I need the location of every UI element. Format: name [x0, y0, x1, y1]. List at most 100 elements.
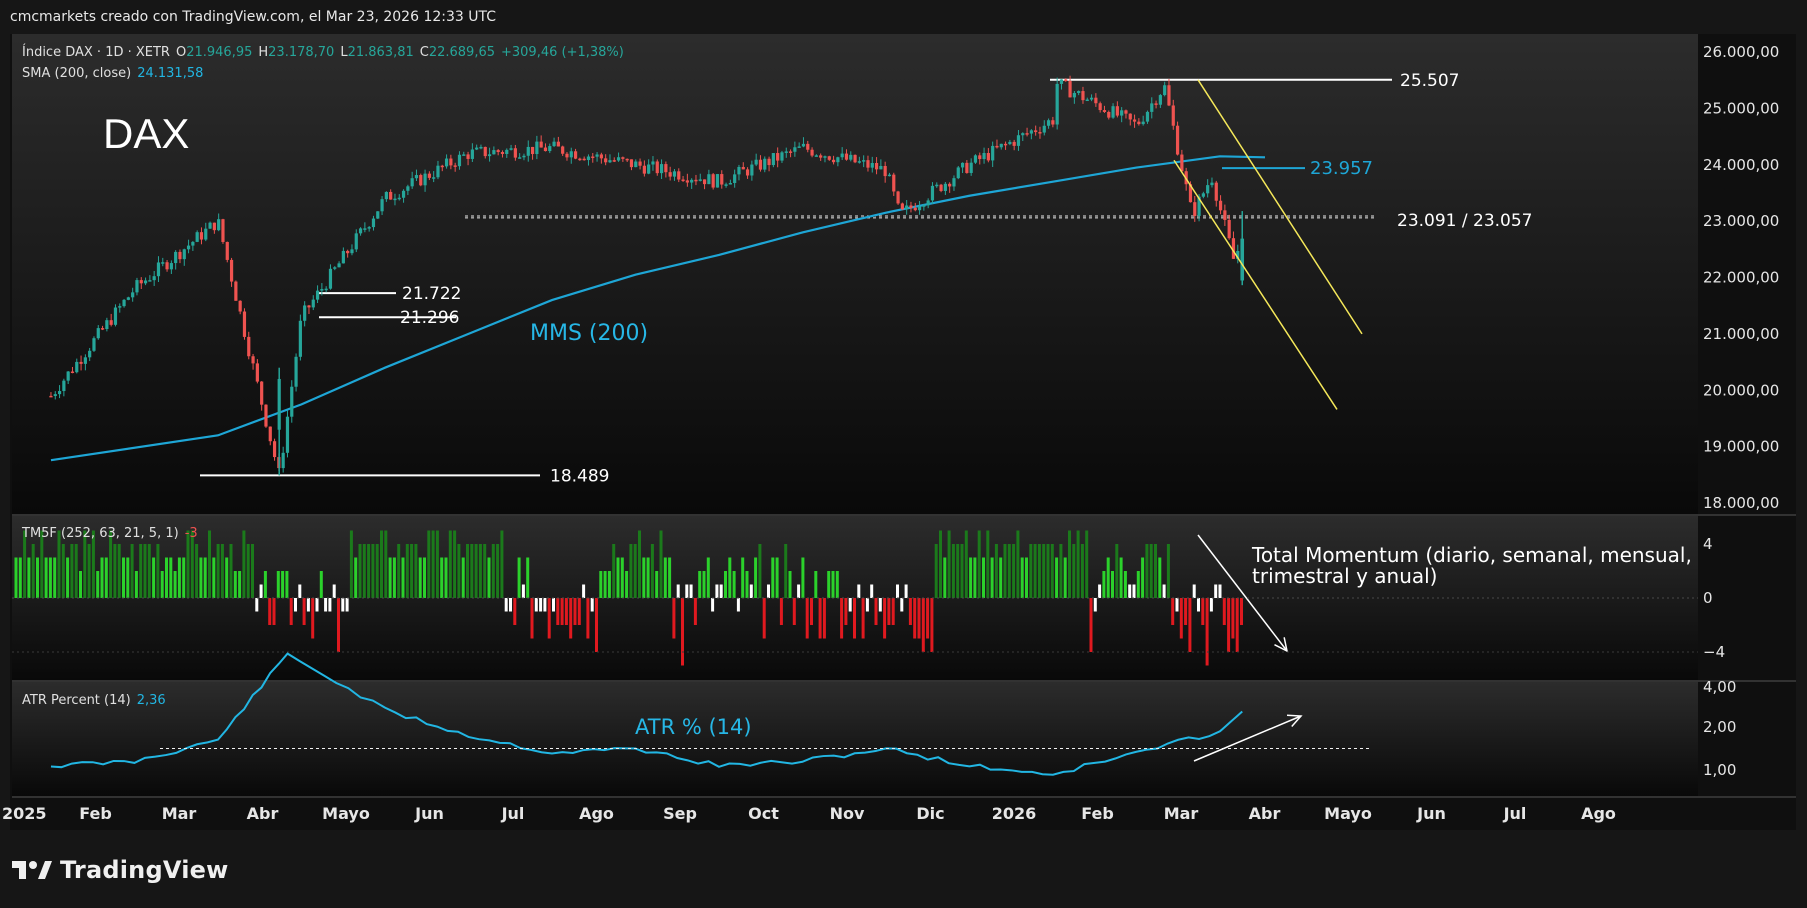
tm5f-legend: TM5F (252, 63, 21, 5, 1) -3: [21, 526, 198, 541]
candle-body: [1107, 111, 1111, 118]
tm5f-bar: [461, 557, 465, 598]
candle-body: [311, 299, 315, 308]
candle-body: [1188, 184, 1193, 203]
candle-body: [49, 395, 53, 398]
candle-body: [212, 222, 216, 231]
time-axis-tick: Mar: [1164, 804, 1199, 823]
candle-body: [702, 179, 707, 185]
candle-body: [728, 183, 732, 185]
tm5f-bar: [173, 571, 177, 598]
tm5f-bar: [1209, 598, 1213, 612]
candle-body: [199, 232, 204, 240]
tm5f-bar: [1227, 598, 1231, 652]
tm5f-bar: [384, 530, 388, 598]
tm5f-axis-tick: −4: [1703, 643, 1725, 661]
tm5f-bar: [934, 544, 938, 598]
candle-body: [242, 311, 247, 337]
tm5f-bar: [311, 598, 315, 639]
candle-body: [565, 153, 569, 158]
time-axis-tick: Jul: [1503, 804, 1527, 823]
tm5f-bar: [586, 598, 590, 639]
candle-body: [535, 141, 539, 155]
candle-body: [896, 191, 900, 204]
candle-body: [272, 441, 277, 458]
candle-body: [1180, 154, 1184, 172]
candle-body: [960, 162, 965, 168]
trend-upper-line: [1197, 79, 1363, 335]
candle-body: [1077, 91, 1081, 93]
tm5f-bar: [1007, 544, 1011, 598]
tm5f-bar: [1123, 571, 1127, 598]
atr-arrow: [1193, 715, 1302, 762]
time-axis-tick: Mayo: [1324, 804, 1372, 823]
candle-body: [849, 154, 853, 160]
candle-body: [1201, 193, 1205, 197]
candle-body: [457, 154, 462, 167]
candle-body: [88, 350, 92, 358]
candle-body: [169, 263, 173, 270]
tm5f-bar: [672, 598, 676, 639]
tm5f-bar: [169, 557, 173, 598]
tm5f-bar: [719, 584, 723, 598]
tm5f-bar: [1098, 584, 1102, 598]
candle-body: [917, 206, 922, 211]
candle-body: [1197, 196, 1201, 216]
time-axis-tick: Dic: [916, 804, 944, 823]
tm5f-bar: [629, 544, 633, 598]
tm5f-bar: [577, 598, 581, 625]
tm5f-bar: [242, 530, 246, 598]
tm5f-bar: [504, 598, 508, 612]
candle-body: [487, 154, 492, 157]
tm5f-bar: [319, 571, 323, 598]
candle-body: [905, 205, 909, 210]
tm5f-bar: [36, 557, 39, 598]
candle-body: [810, 149, 814, 156]
tm5f-bar: [564, 598, 568, 625]
candle-body: [393, 198, 397, 201]
candle-body: [397, 197, 401, 200]
tm5f-bar: [736, 598, 740, 612]
candle-body: [92, 338, 96, 351]
tm5f-bar: [539, 598, 543, 612]
time-axis-tick: Mar: [162, 804, 197, 823]
tm5f-bar: [474, 544, 478, 598]
candle-body: [135, 280, 139, 293]
candle-body: [191, 241, 195, 246]
candle-body: [1210, 182, 1214, 186]
candle-body: [1236, 250, 1240, 259]
tm5f-bar: [405, 544, 409, 598]
candle-body: [1171, 105, 1175, 126]
candle-body: [496, 150, 500, 153]
trend-channel: [1173, 79, 1363, 410]
tm5f-bar: [835, 571, 839, 598]
tm5f-bar: [797, 584, 801, 598]
tm5f-bar: [130, 544, 134, 598]
candle-body: [973, 155, 978, 163]
candle-body: [410, 178, 414, 187]
candle-body: [862, 160, 866, 162]
candle-body: [122, 299, 126, 307]
tm5f-bar: [861, 598, 865, 639]
candle-body: [831, 159, 836, 163]
tm5f-bar: [775, 557, 779, 598]
tm5f-bar: [1145, 544, 1149, 598]
tradingview-brand[interactable]: TradingView: [12, 856, 228, 884]
candle-body: [204, 228, 208, 240]
candle-body: [909, 205, 913, 208]
candle-body: [814, 155, 818, 157]
candle-body: [518, 157, 522, 159]
tm5f-bar: [990, 557, 994, 598]
tm5f-bar: [616, 557, 620, 598]
candle-body: [229, 259, 234, 282]
tm5f-bar: [349, 530, 353, 598]
tm5f-bar: [956, 544, 960, 598]
candle-body: [556, 141, 560, 147]
candle-body: [186, 245, 191, 250]
tm5f-bar: [685, 584, 689, 598]
tm5f-bar: [801, 557, 805, 598]
candle-body: [513, 148, 517, 158]
candle-body: [737, 166, 741, 175]
candle-body: [505, 149, 509, 154]
candle-body: [217, 219, 221, 231]
